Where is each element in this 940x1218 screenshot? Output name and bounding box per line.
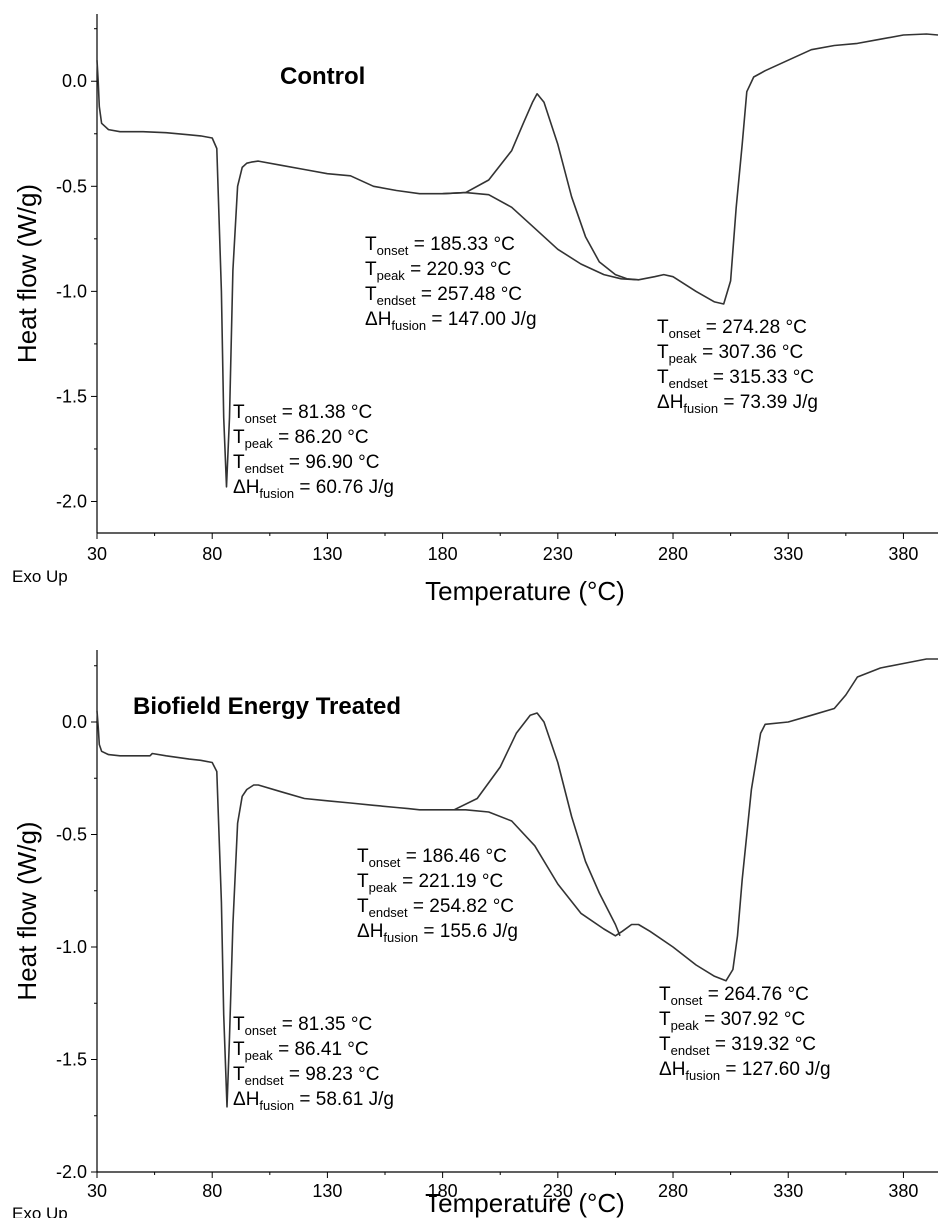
y-tick-label: -1.5 bbox=[56, 1050, 87, 1070]
annotation-line: ΔHfusion = 127.60 J/g bbox=[659, 1059, 831, 1083]
annotation-line: Tonset = 185.33 °C bbox=[365, 234, 515, 258]
annotation-line: ΔHfusion = 155.6 J/g bbox=[357, 921, 518, 945]
annotation-line: Tpeak = 86.20 °C bbox=[233, 427, 369, 451]
y-tick-label: -1.0 bbox=[56, 937, 87, 957]
x-tick-label: 380 bbox=[888, 1181, 918, 1201]
x-tick-label: 380 bbox=[888, 544, 918, 564]
annotation-line: Tendset = 98.23 °C bbox=[233, 1064, 379, 1088]
annotation-line: ΔHfusion = 60.76 J/g bbox=[233, 477, 394, 501]
chart-title: Biofield Energy Treated bbox=[133, 693, 401, 720]
y-axis-label: Heat flow (W/g) bbox=[12, 184, 42, 363]
annotation-line: Tendset = 315.33 °C bbox=[657, 367, 814, 391]
series-line-1 bbox=[96, 658, 938, 1108]
x-axis-label: Temperature (°C) bbox=[425, 576, 625, 606]
x-tick-label: 230 bbox=[543, 544, 573, 564]
exo-up-label: Exo Up bbox=[12, 1204, 68, 1218]
y-axis-label: Heat flow (W/g) bbox=[12, 821, 42, 1000]
y-tick-label: -0.5 bbox=[56, 825, 87, 845]
x-tick-label: 280 bbox=[658, 1181, 688, 1201]
y-tick-label: -0.5 bbox=[56, 176, 87, 196]
x-tick-label: 180 bbox=[428, 544, 458, 564]
x-tick-label: 80 bbox=[202, 544, 222, 564]
chart-panel-1: 30 80 130 180 230 280 330 380 0.0 -0.5 -1.0 -1.5 -2.… bbox=[12, 14, 939, 606]
x-tick-label: 280 bbox=[658, 544, 688, 564]
x-tick-label: 130 bbox=[312, 544, 342, 564]
annotation-line: ΔHfusion = 73.39 J/g bbox=[657, 392, 818, 416]
x-tick-label: 30 bbox=[87, 1181, 107, 1201]
annotation-line: Tonset = 81.38 °C bbox=[233, 402, 372, 426]
annotation-line: Tpeak = 221.19 °C bbox=[357, 871, 503, 895]
y-tick-label: -2.0 bbox=[56, 1162, 87, 1182]
exo-up-label: Exo Up bbox=[12, 567, 68, 586]
y-tick-label: -1.0 bbox=[56, 281, 87, 301]
annotation-line: ΔHfusion = 147.00 J/g bbox=[365, 309, 537, 333]
annotation-line: Tpeak = 307.92 °C bbox=[659, 1009, 805, 1033]
x-tick-label: 30 bbox=[87, 544, 107, 564]
annotation-line: Tpeak = 307.36 °C bbox=[657, 342, 803, 366]
annotation-line: Tendset = 319.32 °C bbox=[659, 1034, 816, 1058]
annotation-line: Tonset = 264.76 °C bbox=[659, 984, 809, 1008]
x-tick-label: 330 bbox=[773, 544, 803, 564]
y-tick-label: 0.0 bbox=[62, 71, 87, 91]
annotation-line: Tpeak = 86.41 °C bbox=[233, 1039, 369, 1063]
x-tick-label: 180 bbox=[428, 1181, 458, 1201]
annotation-line: Tpeak = 220.93 °C bbox=[365, 259, 511, 283]
x-axis-label: Temperature (°C) bbox=[425, 1188, 625, 1218]
chart-panel-2: 30 80 130 180 230 280 330 380 0.0 -0.5 -1.0 -1.5 -2.… bbox=[12, 650, 938, 1218]
annotation-line: Tendset = 257.48 °C bbox=[365, 284, 522, 308]
y-tick-label: -1.5 bbox=[56, 386, 87, 406]
x-tick-label: 80 bbox=[202, 1181, 222, 1201]
series-line-1 bbox=[96, 33, 939, 488]
annotation-line: Tendset = 254.82 °C bbox=[357, 896, 514, 920]
x-tick-label: 330 bbox=[773, 1181, 803, 1201]
series-line-2 bbox=[453, 712, 621, 937]
annotation-line: Tonset = 186.46 °C bbox=[357, 846, 507, 870]
series-line-2 bbox=[442, 93, 639, 281]
annotation-line: Tendset = 96.90 °C bbox=[233, 452, 379, 476]
x-tick-label: 230 bbox=[543, 1181, 573, 1201]
annotation-line: Tonset = 274.28 °C bbox=[657, 317, 807, 341]
annotation-line: ΔHfusion = 58.61 J/g bbox=[233, 1089, 394, 1113]
y-tick-label: -2.0 bbox=[56, 491, 87, 511]
annotation-line: Tonset = 81.35 °C bbox=[233, 1014, 372, 1038]
x-tick-label: 130 bbox=[312, 1181, 342, 1201]
y-tick-label: 0.0 bbox=[62, 712, 87, 732]
chart-title: Control bbox=[280, 63, 365, 90]
